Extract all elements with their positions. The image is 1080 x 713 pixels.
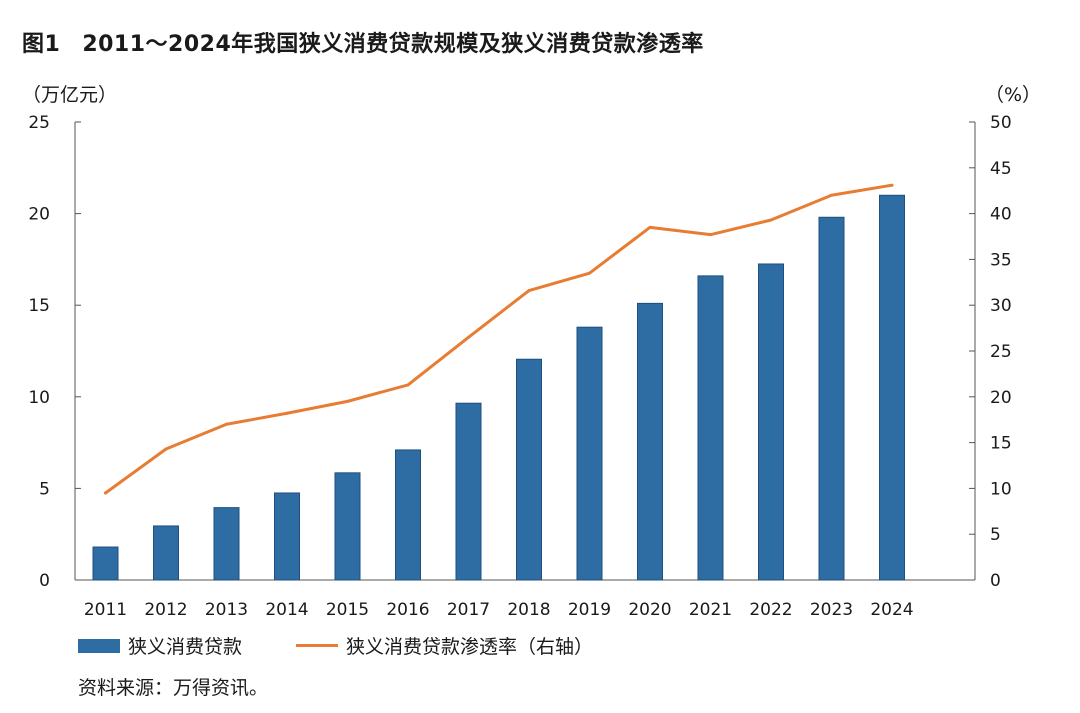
x-tick-label: 2016: [386, 600, 429, 620]
x-tick-label: 2012: [144, 600, 187, 620]
right-tick-label: 20: [990, 388, 1012, 408]
right-axis-unit: （%）: [985, 84, 1042, 106]
x-tick-label: 2022: [749, 600, 792, 620]
line-point-2022: [769, 218, 773, 222]
bar-2012: [153, 525, 179, 581]
line-point-2020: [648, 225, 652, 229]
bar-series: [92, 194, 905, 581]
legend-bar-swatch: [78, 638, 120, 653]
x-tick-label: 2021: [689, 600, 732, 620]
legend: 狭义消费贷款 狭义消费贷款渗透率（右轴）: [78, 632, 593, 659]
x-tick-label: 2014: [265, 600, 308, 620]
figure-title: 图1 2011～2024年我国狭义消费贷款规模及狭义消费贷款渗透率: [22, 26, 704, 58]
line-series: [104, 183, 894, 495]
bar-2014: [274, 492, 300, 581]
bar-2021: [697, 275, 724, 581]
right-tick-label: 10: [990, 479, 1012, 499]
bar-2011: [92, 546, 119, 581]
line-point-2023: [830, 193, 833, 197]
line-point-2017: [467, 335, 470, 339]
x-tick-label: 2017: [447, 600, 490, 620]
left-tick-label: 10: [28, 388, 50, 408]
source-note: 资料来源：万得资讯。: [78, 677, 269, 699]
bar-2016: [395, 449, 421, 581]
right-tick-label: 40: [990, 205, 1012, 225]
bar-2015: [334, 472, 361, 581]
left-axis-unit: （万亿元）: [22, 84, 118, 106]
bar-2020: [637, 302, 663, 581]
x-tick-label: 2015: [326, 600, 369, 620]
line-point-2011: [104, 491, 107, 495]
penetration-rate-line: [104, 183, 894, 495]
line-point-2021: [709, 233, 712, 237]
left-tick-label: 15: [28, 296, 50, 316]
figure-label: 图1: [22, 32, 61, 57]
tick-labels: 0 5 10 15 20 25 0 5 10 15 20 25 30 35 40 45 50 2011 2012 20…: [28, 113, 1011, 620]
line-point-2012: [164, 447, 168, 451]
legend-line-label: 狭义消费贷款渗透率（右轴）: [346, 636, 594, 658]
left-tick-label: 25: [28, 113, 50, 133]
x-tick-label: 2013: [205, 600, 248, 620]
x-tick-label: 2019: [568, 600, 611, 620]
right-tick-label: 35: [990, 250, 1012, 270]
left-tick-label: 5: [39, 479, 50, 499]
bar-2023: [818, 216, 845, 581]
bar-2024: [879, 194, 905, 581]
bar-2022: [758, 263, 784, 581]
right-tick-label: 45: [990, 159, 1012, 179]
line-point-2019: [588, 271, 591, 275]
right-tick-label: 50: [990, 113, 1012, 133]
right-tick-label: 15: [990, 434, 1012, 454]
line-point-2013: [225, 422, 228, 426]
line-point-2018: [527, 289, 531, 293]
right-tick-label: 0: [990, 571, 1001, 591]
right-tick-label: 25: [990, 342, 1012, 362]
right-tick-label: 5: [990, 525, 1001, 545]
line-point-2016: [406, 383, 410, 387]
bar-2017: [455, 402, 482, 581]
x-tick-label: 2018: [507, 600, 550, 620]
figure-title-text: 2011～2024年我国狭义消费贷款规模及狭义消费贷款渗透率: [82, 32, 704, 57]
x-tick-label: 2023: [810, 600, 853, 620]
line-point-2015: [346, 399, 349, 403]
line-point-2014: [285, 411, 289, 415]
x-tick-label: 2020: [628, 600, 671, 620]
bar-2013: [213, 507, 240, 581]
legend-bar-label: 狭义消费贷款: [128, 636, 243, 658]
right-tick-label: 30: [990, 296, 1012, 316]
bar-2018: [516, 358, 542, 581]
left-tick-label: 0: [39, 571, 50, 591]
x-tick-label: 2024: [870, 600, 913, 620]
x-tick-label: 2011: [84, 600, 127, 620]
bar-2019: [576, 326, 603, 581]
legend-line-swatch: [296, 644, 339, 647]
left-tick-label: 20: [28, 205, 50, 225]
line-point-2024: [890, 183, 894, 187]
